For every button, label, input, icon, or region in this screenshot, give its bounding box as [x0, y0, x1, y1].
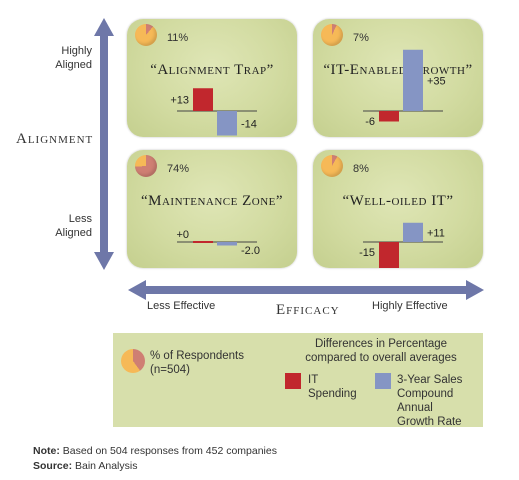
bar-sales-growth — [217, 111, 237, 136]
legend-it-line1: IT — [308, 374, 319, 386]
bar-it-spending — [193, 88, 213, 111]
respondents-pct: 7% — [353, 32, 369, 44]
x-axis-left-label: Less Effective — [147, 300, 216, 312]
legend-title-line1: Differences in Percentage — [314, 338, 448, 350]
note-text: Based on 504 responses from 452 companie… — [59, 445, 277, 457]
bar-sales-growth — [217, 242, 237, 246]
respondents-pie-icon — [321, 155, 343, 177]
y-axis-top-label: Highly Aligned — [52, 44, 92, 72]
bar-it-spending — [193, 241, 213, 243]
legend-box: Differences in Percentage compared to ov… — [113, 333, 483, 429]
y-axis-title: Alignment — [16, 131, 94, 147]
bar-sales-growth — [403, 49, 423, 111]
legend-title: Differences in Percentage compared to ov… — [296, 337, 466, 365]
quadrant-title: “Well-oiled IT” — [342, 193, 454, 209]
note-line: Note: Based on 504 responses from 452 co… — [33, 445, 277, 457]
quadrant-alignment-trap: 11% “Alignment Trap” +13 -14 — [127, 19, 297, 137]
y-axis-bottom-label: Less Aligned — [52, 212, 92, 240]
legend-respondents-line2: (n=504) — [150, 364, 190, 376]
source-text: Bain Analysis — [72, 460, 138, 472]
source-label: Source: — [33, 460, 73, 472]
legend-it-spending: IT Spending — [308, 373, 357, 401]
respondents-pct: 8% — [353, 163, 369, 175]
respondents-pie-icon — [135, 24, 157, 46]
bar-it-spending-label: +13 — [170, 95, 189, 107]
respondents-pie-icon — [135, 155, 157, 177]
bar-it-spending — [379, 242, 399, 268]
bar-sales-growth-label: +35 — [427, 75, 446, 87]
legend-sales-line3: Annual — [397, 402, 433, 414]
legend-respondents: % of Respondents (n=504) — [150, 349, 244, 377]
respondents-pie-icon — [321, 24, 343, 46]
bar-sales-growth-label: -14 — [241, 118, 257, 130]
bar-it-spending-label: -6 — [365, 116, 375, 128]
bar-sales-growth-label: +11 — [427, 227, 445, 239]
quadrant-maintenance-zone: 74% “Maintenance Zone” +0 -2.0 — [127, 150, 297, 268]
legend-it-line2: Spending — [308, 388, 357, 400]
efficacy-axis-arrow — [128, 280, 484, 300]
quadrant-bars: +0 -2.0 — [176, 229, 260, 257]
y-axis-top-label-line2: Aligned — [55, 59, 92, 71]
legend-sales-line4: Growth Rate — [397, 416, 462, 428]
x-axis-title: Efficacy — [276, 302, 340, 318]
x-axis-right-label: Highly Effective — [372, 300, 448, 312]
source-line: Source: Bain Analysis — [33, 460, 137, 472]
bar-sales-growth — [403, 222, 423, 242]
quadrant-it-enabled-growth: 7% “IT-Enabled Growth” -6 +35 — [313, 19, 483, 137]
legend-respondents-line1: % of Respondents — [150, 350, 244, 362]
note-label: Note: — [33, 445, 60, 457]
alignment-axis-arrow — [94, 18, 114, 270]
y-axis-top-label-line1: Highly — [61, 45, 92, 57]
legend-swatch-sales-growth — [375, 373, 391, 389]
quadrant-bars: -6 +35 — [363, 49, 446, 128]
quadrant-title: “Maintenance Zone” — [140, 193, 284, 209]
bar-it-spending-label: -15 — [359, 247, 375, 259]
bar-it-spending — [379, 111, 399, 122]
respondents-pct: 74% — [167, 163, 190, 175]
legend-sales-line1: 3-Year Sales — [397, 374, 463, 386]
quadrant-well-oiled-it: 8% “Well-oiled IT” -15 +11 — [313, 150, 483, 268]
bar-sales-growth-label: -2.0 — [241, 245, 260, 257]
quadrant-bars: +13 -14 — [170, 88, 257, 136]
y-axis-bottom-label-line2: Aligned — [55, 227, 92, 239]
legend-pie-icon — [121, 349, 145, 373]
respondents-pct: 11% — [167, 32, 189, 44]
legend-sales-growth: 3-Year Sales Compound Annual Growth Rate — [397, 373, 462, 429]
legend-sales-line2: Compound — [397, 388, 454, 400]
quadrant-title: “IT-Enabled Growth” — [323, 62, 473, 78]
legend-swatch-it-spending — [285, 373, 301, 389]
quadrant-bars: -15 +11 — [359, 222, 445, 268]
quadrant-title: “Alignment Trap” — [150, 62, 274, 78]
legend-title-line2: compared to overall averages — [305, 352, 457, 364]
bar-it-spending-label: +0 — [176, 229, 189, 241]
y-axis-bottom-label-line1: Less — [68, 213, 92, 225]
